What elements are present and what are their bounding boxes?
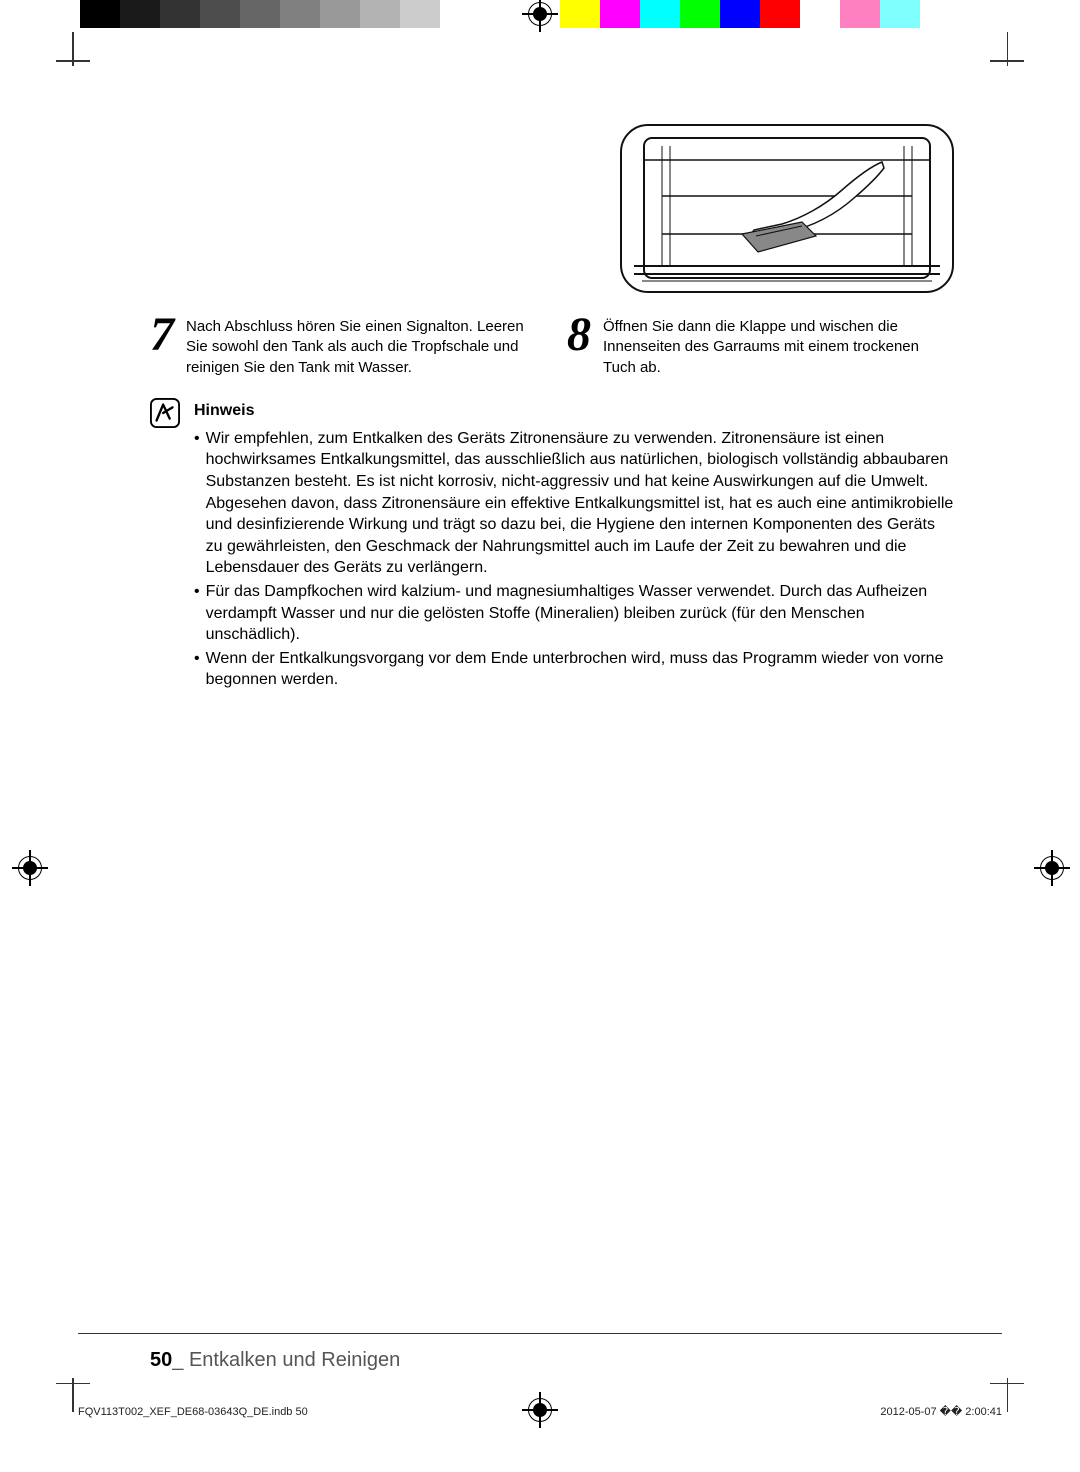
page-number: 50 (150, 1349, 172, 1371)
note-text: Wir empfehlen, zum Entkalken des Geräts … (206, 428, 954, 579)
note-bullet: • Wir empfehlen, zum Entkalken des Gerät… (194, 428, 954, 579)
registration-mark-icon (528, 2, 552, 26)
page-footer: 50_ Entkalken und Reinigen (150, 1349, 400, 1372)
color-swatch (160, 0, 200, 28)
imprint-file: FQV113T002_XEF_DE68-03643Q_DE.indb 50 (78, 1406, 308, 1418)
color-swatch (720, 0, 760, 28)
note-body: Hinweis • Wir empfehlen, zum Entkalken d… (194, 398, 954, 693)
illustration-wrap (150, 124, 954, 293)
imprint-bar: FQV113T002_XEF_DE68-03643Q_DE.indb 50 20… (78, 1405, 1002, 1418)
color-swatch (360, 0, 400, 28)
note-block: Hinweis • Wir empfehlen, zum Entkalken d… (150, 398, 954, 693)
note-text: Wenn der Entkalkungsvorgang vor dem Ende… (206, 648, 954, 691)
note-title: Hinweis (194, 402, 954, 420)
step-7: 7 Nach Abschluss hören Sie einen Signalt… (150, 311, 537, 378)
color-swatch (680, 0, 720, 28)
note-text: Für das Dampfkochen wird kalzium- und ma… (206, 581, 954, 646)
step-8: 8 Öffnen Sie dann die Klappe und wischen… (567, 311, 954, 378)
note-bullet: • Für das Dampfkochen wird kalzium- und … (194, 581, 954, 646)
oven-wipe-illustration (620, 124, 954, 293)
step-text: Öffnen Sie dann die Klappe und wischen d… (603, 311, 954, 378)
step-text: Nach Abschluss hören Sie einen Signalton… (186, 311, 537, 378)
color-swatch (760, 0, 800, 28)
color-swatch (280, 0, 320, 28)
note-icon (150, 398, 180, 428)
color-swatch (440, 0, 480, 28)
crop-mark (72, 32, 74, 66)
step-number: 7 (150, 311, 174, 378)
color-swatch (560, 0, 600, 28)
color-swatch (920, 0, 960, 28)
note-list: • Wir empfehlen, zum Entkalken des Gerät… (194, 428, 954, 691)
page-frame: 7 Nach Abschluss hören Sie einen Signalt… (78, 64, 1002, 1378)
content-area: 7 Nach Abschluss hören Sie einen Signalt… (150, 124, 954, 693)
registration-mark-icon (18, 856, 42, 880)
color-swatch (240, 0, 280, 28)
imprint-date: 2012-05-07 �� 2:00:41 (880, 1405, 1002, 1418)
note-bullet: • Wenn der Entkalkungsvorgang vor dem En… (194, 648, 954, 691)
color-swatch (600, 0, 640, 28)
color-swatch (200, 0, 240, 28)
color-swatch (320, 0, 360, 28)
crop-mark (72, 1378, 74, 1412)
color-swatch (840, 0, 880, 28)
color-swatch (960, 0, 1000, 28)
color-swatch (400, 0, 440, 28)
footer-rule (78, 1333, 1002, 1334)
registration-mark-icon (1040, 856, 1064, 880)
color-swatch (800, 0, 840, 28)
steps-row: 7 Nach Abschluss hören Sie einen Signalt… (150, 311, 954, 378)
color-swatch (120, 0, 160, 28)
section-title: Entkalken und Reinigen (189, 1349, 400, 1371)
color-swatch (80, 0, 120, 28)
color-swatch (880, 0, 920, 28)
color-swatch (640, 0, 680, 28)
crop-mark (1007, 32, 1009, 66)
crop-mark (1007, 1378, 1009, 1412)
color-swatch (480, 0, 520, 28)
step-number: 8 (567, 311, 591, 378)
